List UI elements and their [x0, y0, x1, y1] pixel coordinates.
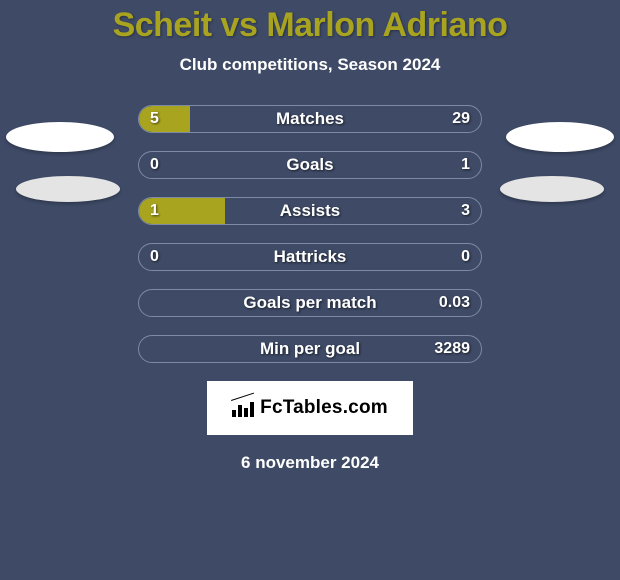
footer-date: 6 november 2024 — [0, 453, 620, 473]
page-subtitle: Club competitions, Season 2024 — [0, 55, 620, 75]
logo-text: FcTables.com — [260, 397, 388, 419]
stat-row: 00Hattricks — [138, 243, 482, 271]
logo-chart-icon — [232, 399, 254, 417]
comparison-chart: 529Matches 01Goals 13Assists 00Hattricks 0.0… — [0, 105, 620, 363]
stat-row: 529Matches — [138, 105, 482, 133]
stat-row: 3289Min per goal — [138, 335, 482, 363]
stat-label: Goals per match — [138, 289, 482, 317]
stat-label: Min per goal — [138, 335, 482, 363]
page-title: Scheit vs Marlon Adriano — [0, 0, 620, 45]
stat-row: 01Goals — [138, 151, 482, 179]
comparison-page: Scheit vs Marlon Adriano Club competitio… — [0, 0, 620, 580]
stat-label: Hattricks — [138, 243, 482, 271]
stat-label: Goals — [138, 151, 482, 179]
logo: FcTables.com — [207, 381, 413, 435]
stat-label: Assists — [138, 197, 482, 225]
stat-row: 0.03Goals per match — [138, 289, 482, 317]
stat-label: Matches — [138, 105, 482, 133]
stat-row: 13Assists — [138, 197, 482, 225]
